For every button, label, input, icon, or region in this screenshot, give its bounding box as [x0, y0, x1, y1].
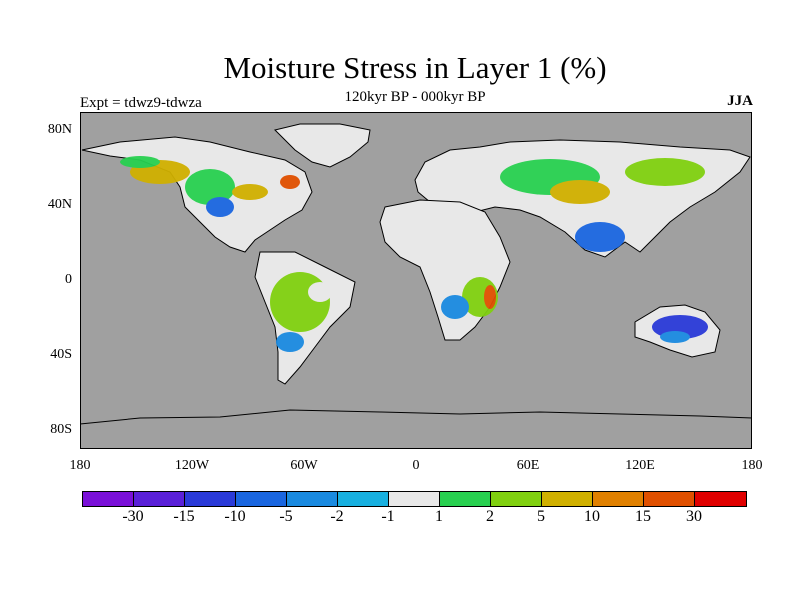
anomaly-patch	[575, 222, 625, 252]
anomaly-patch	[206, 197, 234, 217]
lat-tick-80n: 80N	[47, 122, 72, 137]
lon-tick-180w: 180	[69, 458, 91, 473]
lat-tick-80s: 80S	[50, 422, 72, 437]
landmass-antarctica	[80, 409, 752, 425]
colorbar-label: -15	[173, 508, 195, 525]
colorbar-label: -30	[122, 508, 144, 525]
anomaly-patch	[308, 282, 332, 302]
anomaly-patch	[270, 272, 330, 332]
colorbar-swatch	[185, 492, 236, 506]
colorbar-swatch	[134, 492, 185, 506]
colorbar-label: 30	[686, 508, 702, 525]
world-map	[80, 112, 752, 449]
anomaly-patch	[185, 169, 235, 205]
colorbar-swatch	[542, 492, 593, 506]
anomaly-patch	[120, 156, 160, 168]
anomaly-patch	[660, 331, 690, 343]
lon-tick-60w: 60W	[290, 458, 318, 473]
colorbar-swatch	[440, 492, 491, 506]
lon-tick-120w: 120W	[174, 458, 210, 473]
colorbar-swatch	[83, 492, 134, 506]
colorbar-label: -2	[330, 508, 344, 525]
colorbar-label: 2	[486, 508, 494, 525]
colorbar-label: 1	[435, 508, 443, 525]
lat-tick-0: 0	[65, 272, 72, 287]
colorbar-swatch	[644, 492, 695, 506]
map-title: Moisture Stress in Layer 1 (%)	[223, 50, 607, 85]
colorbar-swatch	[695, 492, 746, 506]
landmass-greenland	[274, 123, 371, 168]
anomaly-patch	[441, 295, 469, 319]
season-label: JJA	[727, 93, 753, 109]
lat-tick-40s: 40S	[50, 347, 72, 362]
lon-tick-0: 0	[412, 458, 420, 473]
colorbar-swatch	[389, 492, 440, 506]
lon-tick-60e: 60E	[516, 458, 540, 473]
lon-tick-120e: 120E	[625, 458, 655, 473]
anomaly-patch	[280, 175, 300, 189]
colorbar-swatch	[338, 492, 389, 506]
colorbar-label: -10	[224, 508, 246, 525]
anomaly-patch	[232, 184, 268, 200]
colorbar-swatch	[287, 492, 338, 506]
colorbar-swatch	[593, 492, 644, 506]
map-frame	[80, 112, 752, 449]
colorbar-label: 15	[635, 508, 651, 525]
anomaly-patch	[625, 217, 655, 237]
colorbar-label: 5	[537, 508, 545, 525]
colorbar-swatch	[236, 492, 287, 506]
map-subtitle: 120kyr BP - 000kyr BP	[344, 89, 486, 105]
colorbar-label: 10	[584, 508, 600, 525]
colorbar	[82, 491, 747, 507]
anomaly-patch	[484, 285, 496, 309]
anomaly-patch	[625, 158, 705, 186]
anomaly-field	[120, 156, 708, 352]
lon-tick-180e: 180	[741, 458, 763, 473]
colorbar-swatch	[491, 492, 542, 506]
experiment-label: Expt = tdwz9-tdwza	[80, 95, 202, 111]
colorbar-label: -5	[279, 508, 293, 525]
anomaly-patch	[276, 332, 304, 352]
lat-tick-40n: 40N	[47, 197, 72, 212]
colorbar-label: -1	[381, 508, 395, 525]
anomaly-patch	[550, 180, 610, 204]
